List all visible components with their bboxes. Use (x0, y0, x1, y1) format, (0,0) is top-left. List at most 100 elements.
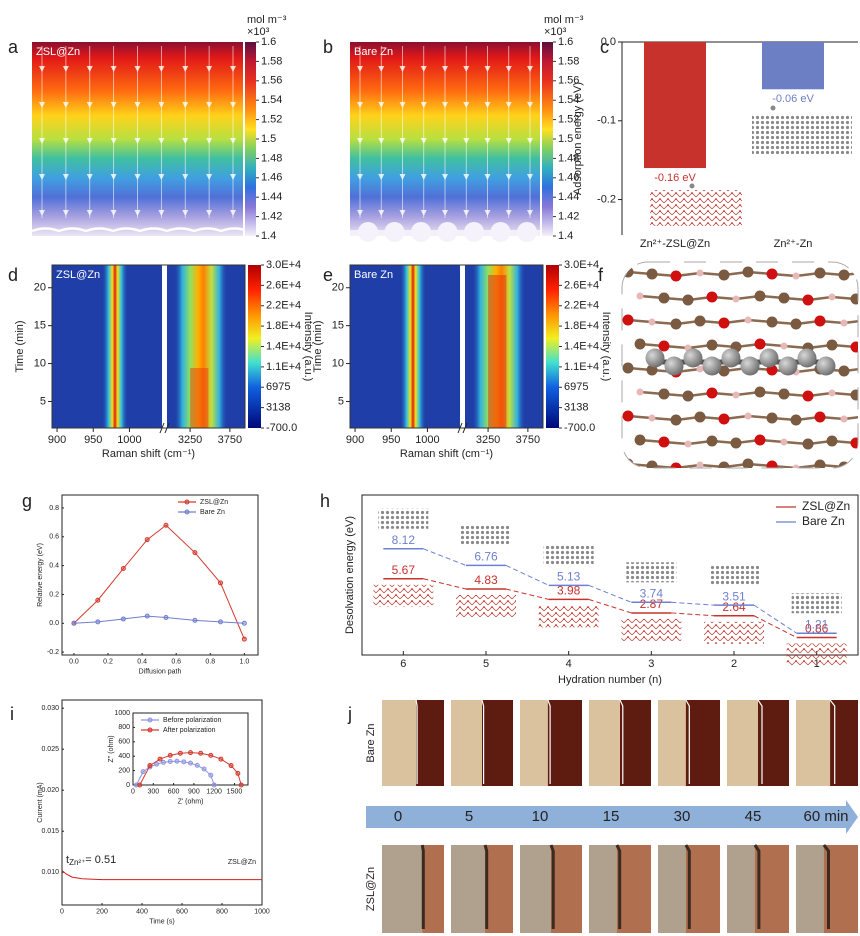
level-connector (671, 602, 714, 605)
x-tick-label: 950 (84, 434, 102, 446)
atom (697, 462, 704, 469)
panel-letter: d (8, 265, 18, 285)
x-axis-label: Diffusion path (139, 669, 182, 676)
data-point (96, 620, 100, 624)
colorbar-tick-label: 1.4 (558, 230, 573, 242)
y-tick-label: 0.2 (49, 591, 59, 598)
colorbar (248, 265, 261, 428)
level-connector (589, 585, 632, 602)
atom (659, 437, 670, 448)
x-axis-label: Time (s) (149, 919, 174, 926)
y-tick-label: 800 (118, 724, 130, 731)
data-point (121, 567, 125, 571)
micrograph-dark (758, 700, 789, 786)
atom (731, 438, 742, 449)
data-point (219, 757, 223, 761)
data-point (168, 753, 172, 757)
zn-lattice (752, 114, 852, 154)
micrograph-texture (520, 845, 551, 933)
colorbar-label: Intensity (a.u.) (600, 312, 612, 382)
micrograph-dark (620, 700, 651, 786)
x-tick-label: 1000 (415, 434, 439, 446)
y-tick-label: 10 (332, 357, 344, 369)
x-tick-label: 5 (483, 658, 489, 670)
data-point (195, 763, 199, 767)
micrograph-texture (796, 700, 830, 786)
zn-lattice (792, 593, 842, 613)
map-label: Bare Zn (354, 269, 393, 281)
atom (781, 439, 788, 446)
y-tick-label: 20 (34, 282, 46, 294)
data-point (164, 616, 168, 620)
y-tick-label: 0.0 (601, 36, 616, 48)
x-tick-label: 1500 (227, 788, 243, 795)
y-axis-label: Current (mA) (37, 782, 44, 822)
x-axis-label: Raman shift (cm⁻¹) (102, 448, 195, 460)
colorbar-tick-label: 1.5 (261, 133, 276, 145)
micrograph-dark (617, 845, 651, 933)
x-tick-label: 900 (48, 434, 66, 446)
colorbar-tick-label: 2.6E+4 (564, 279, 599, 291)
micrograph-texture (727, 700, 758, 786)
atom (745, 413, 752, 420)
atom (671, 415, 682, 426)
atom (623, 411, 634, 422)
atom (659, 293, 670, 304)
zn-atom (646, 349, 665, 368)
atom (755, 387, 766, 398)
y-tick-label: -0.2 (47, 649, 59, 656)
y-tick-label: -0.2 (597, 193, 616, 205)
y-tick-label: 15 (34, 320, 46, 332)
zn-atom (760, 349, 779, 368)
atom (755, 435, 766, 446)
colorbar-title: mol m⁻³ (544, 14, 584, 26)
atom (745, 317, 752, 324)
legend-label: ZSL@Zn (200, 499, 228, 506)
time-label: 15 (603, 808, 620, 825)
micrograph-texture (451, 700, 482, 786)
map-label: ZSL@Zn (56, 269, 100, 281)
colorbar-tick-label: 3138 (266, 402, 290, 414)
electrode-bump (385, 222, 405, 242)
atom (733, 392, 740, 399)
bar (644, 42, 706, 168)
time-label: 5 (465, 808, 473, 825)
micrograph-texture (658, 700, 686, 786)
atom (719, 318, 730, 329)
legend-label: Bare Zn (802, 514, 845, 528)
level-connector (423, 549, 466, 566)
inset-frame (62, 495, 258, 655)
zn-atom (817, 357, 836, 376)
x-tick-label: 3750 (516, 434, 540, 446)
zsl-lattice (650, 190, 742, 226)
colorbar-tick-label: 1.4 (261, 230, 276, 242)
y-tick-label: 400 (118, 753, 130, 760)
y-tick-label: 0.020 (41, 787, 59, 794)
level-connector (506, 565, 549, 585)
time-label: 0 (394, 808, 402, 825)
x-axis-label: Hydration number (n) (558, 674, 662, 686)
colorbar-tick-label: 6975 (266, 381, 290, 393)
value-label: 3.74 (640, 586, 664, 600)
atom (829, 390, 836, 397)
atom (815, 460, 826, 471)
atom (829, 294, 836, 301)
legend-label: After polarization (163, 727, 216, 734)
atom (815, 316, 826, 327)
x-tick-label: 0.2 (103, 658, 113, 665)
colorbar-tick-label: 1.4E+4 (266, 340, 301, 352)
atom (851, 294, 860, 305)
zsl-lattice (704, 622, 764, 644)
zn-lattice (626, 562, 676, 582)
atom (649, 415, 656, 422)
data-point (209, 773, 213, 777)
zn-atom (684, 349, 703, 368)
colorbar-tick-label: 1.46 (261, 172, 282, 184)
data-point (175, 759, 179, 763)
zn-lattice (378, 509, 428, 529)
value-label: 1.21 (805, 617, 829, 631)
bond (844, 464, 860, 467)
data-point (242, 637, 246, 641)
y-tick-label: 0.030 (41, 705, 59, 712)
x-tick-label: 1.0 (239, 658, 249, 665)
